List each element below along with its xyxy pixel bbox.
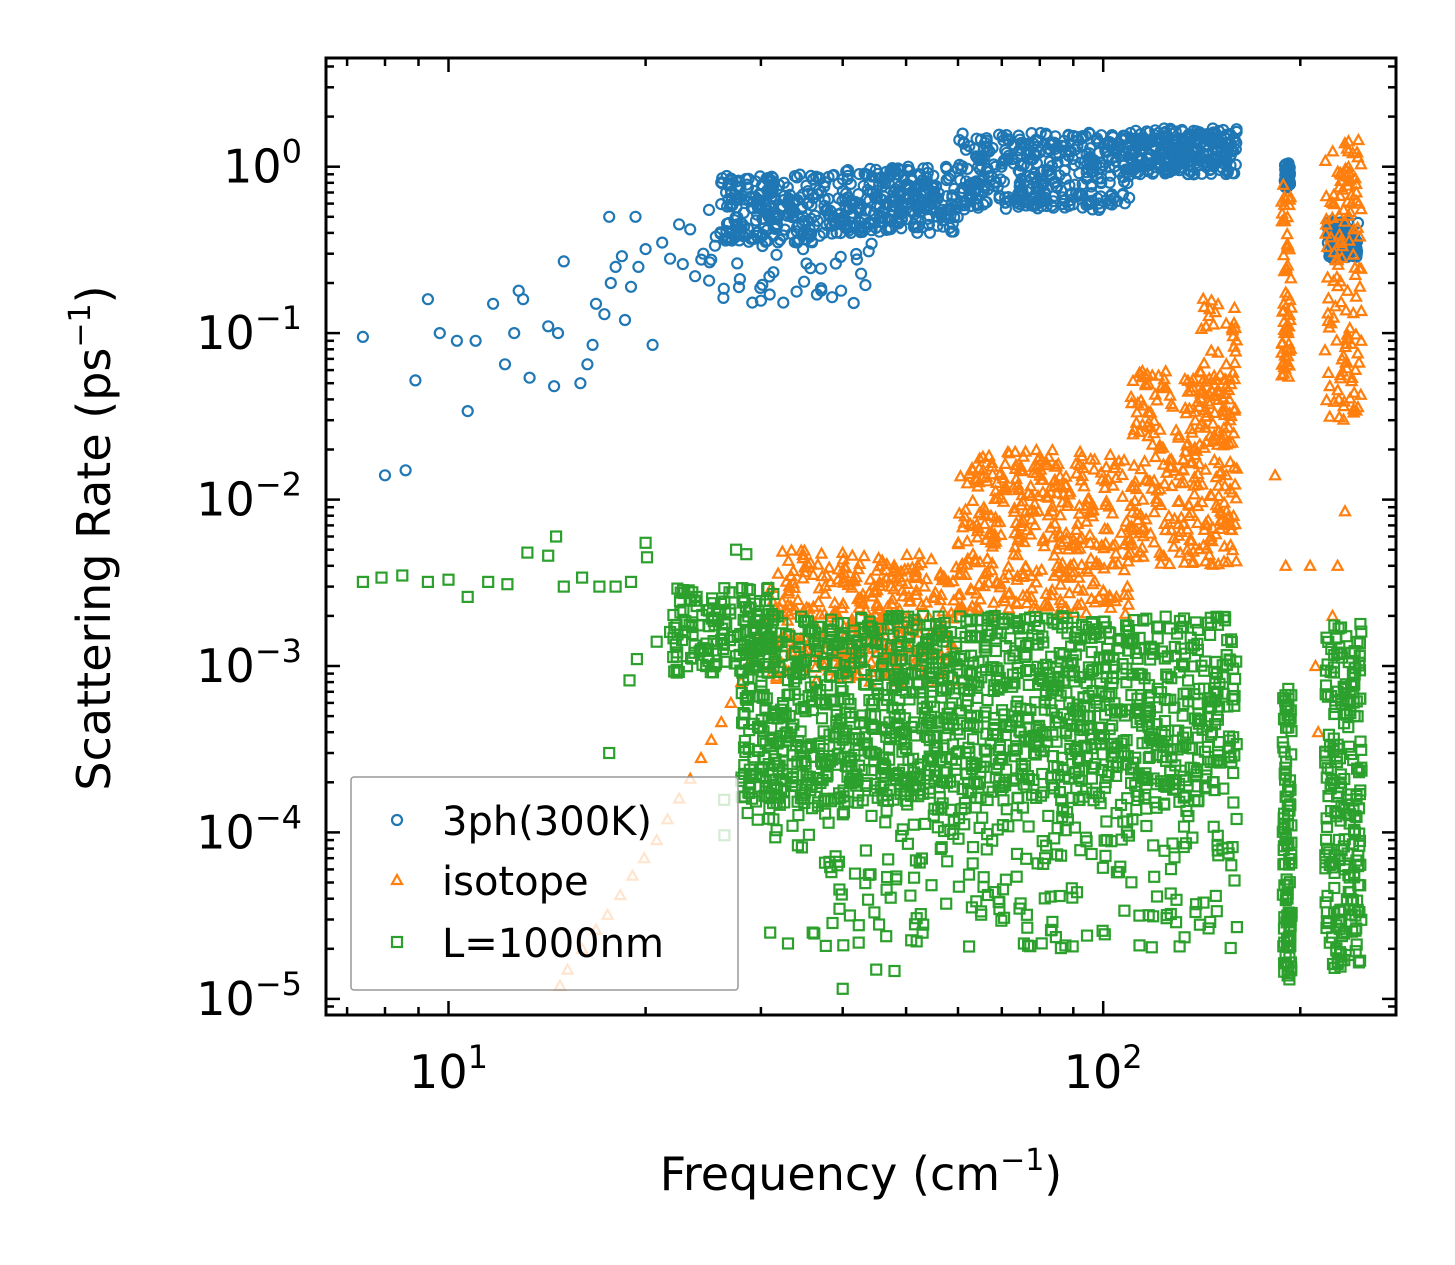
series-0-point-440 [885, 213, 898, 227]
series-0-point-516 [917, 195, 930, 208]
series-0-point-463 [913, 205, 927, 219]
series-0-point-215 [771, 219, 784, 232]
series-0-point-518 [936, 220, 950, 233]
series-0-point-304 [922, 218, 936, 231]
series-0-point-469 [859, 204, 872, 217]
series-0-point-481 [928, 185, 941, 199]
series-0-point-511 [887, 195, 900, 208]
series-0-point-217 [807, 172, 820, 186]
series-0-point-203 [803, 223, 816, 236]
series-0-point-489 [849, 196, 863, 209]
series-0-point-496 [921, 166, 934, 179]
series-0-point-413 [873, 225, 886, 238]
series-0-point-428 [947, 225, 960, 238]
series-0-point-154 [749, 214, 763, 227]
series-0-point-484 [943, 221, 957, 234]
series-0-point-506 [852, 215, 865, 228]
series-0-point-237 [773, 233, 787, 246]
series-0-point-421 [916, 221, 929, 234]
series-0-point-250 [824, 204, 837, 217]
series-0-point-494 [841, 169, 854, 182]
series-0-point-510 [901, 188, 914, 201]
series-0-point-243 [752, 201, 765, 215]
series-0-point-473 [942, 172, 955, 185]
series-0-point-244 [812, 171, 826, 184]
series-0-point-256 [823, 216, 836, 229]
series-0-point-259 [803, 229, 816, 242]
series-0-point-512 [921, 212, 935, 225]
series-0-point-480 [870, 184, 883, 197]
series-0-point-497 [891, 211, 904, 224]
series-0-point-225 [725, 232, 738, 245]
series-0-point-249 [783, 208, 796, 221]
series-0-point-253 [811, 214, 824, 227]
series-0-point-254 [747, 232, 760, 245]
series-0-point-228 [802, 187, 815, 200]
series-0-point-248 [732, 192, 745, 205]
series-0-point-246 [762, 171, 775, 185]
series-0-point-234 [722, 177, 735, 190]
series-0-point-53 [793, 168, 807, 181]
series-0-point-371 [946, 189, 959, 202]
series-0-point-255 [755, 179, 768, 192]
series-0-point-508 [912, 179, 926, 192]
series-0-point-501 [880, 223, 893, 236]
series-0-point-519 [908, 208, 921, 221]
series-0-point-299 [853, 168, 866, 181]
series-0-point-240 [739, 172, 753, 186]
series-0-point-441 [836, 185, 849, 198]
series-0-point-487 [884, 164, 897, 177]
series-0-point-475 [838, 220, 851, 233]
series-0-point-184 [771, 236, 785, 249]
series-0-point-452 [841, 164, 855, 177]
series-0-point-221 [792, 218, 805, 231]
series-0-point-517 [902, 160, 915, 173]
series-0-point-251 [830, 226, 843, 239]
series-0-point-549 [959, 143, 973, 156]
series-0-point-258 [762, 208, 776, 221]
series-0-point-176 [790, 225, 803, 238]
series-0-point-380 [883, 221, 896, 234]
series-0-point-443 [860, 168, 874, 181]
series-0-point-376 [897, 170, 910, 183]
series-0-point-509 [863, 185, 877, 198]
series-0-point-185 [719, 234, 732, 247]
series-0-point-238 [796, 188, 810, 201]
series-0-point-513 [927, 179, 940, 192]
series-0-point-502 [944, 209, 957, 222]
series-0-point-364 [867, 217, 880, 230]
series-0-point-181 [805, 235, 818, 248]
series-0-point-202 [741, 181, 754, 194]
series-0-point-485 [873, 178, 886, 191]
series-0-point-252 [743, 195, 756, 208]
data-markers [356, 122, 1369, 995]
series-0-point-218 [737, 206, 750, 219]
series-0-point-507 [839, 193, 852, 206]
series-0-point-514 [928, 192, 941, 205]
series-0-point-157 [781, 181, 794, 194]
series-0-point-471 [942, 202, 955, 216]
series-0-point-430 [909, 220, 922, 233]
series-0-point-561 [1059, 172, 1072, 185]
series-0-point-216 [778, 193, 791, 206]
series-0-point-193 [819, 204, 832, 217]
series-0-point-175 [790, 171, 804, 184]
